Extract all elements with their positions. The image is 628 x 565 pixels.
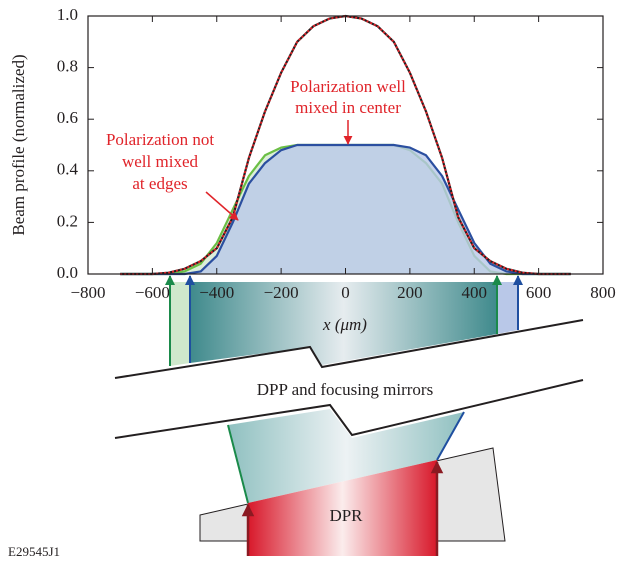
green-beam-edge: [170, 282, 190, 366]
x-tick-label: 600: [526, 283, 552, 302]
y-tick-label: 0.0: [57, 263, 78, 282]
diagram: DPP and focusing mirrors DPR E29545J1: [8, 276, 583, 559]
x-tick-label: −800: [70, 283, 105, 302]
x-tick-label: 0: [341, 283, 350, 302]
page: DPP and focusing mirrors DPR E29545J1 x …: [0, 0, 628, 565]
x-tick-label: 400: [462, 283, 488, 302]
plate-label: DPR: [329, 506, 363, 525]
annotation: Polarization well: [290, 77, 406, 96]
y-tick-label: 0.8: [57, 57, 78, 76]
annotation-arrow: [206, 192, 238, 220]
figure: DPP and focusing mirrors DPR E29545J1 x …: [0, 0, 628, 565]
x-tick-label: −400: [199, 283, 234, 302]
y-tick-label: 0.6: [57, 108, 78, 127]
x-tick-label: −600: [135, 283, 170, 302]
y-tick-label: 1.0: [57, 5, 78, 24]
y-axis-title: Beam profile (normalized): [9, 54, 28, 235]
figure-id: E29545J1: [8, 544, 60, 559]
annotation: Polarization not: [106, 130, 214, 149]
x-tick-label: −200: [264, 283, 299, 302]
y-tick-label: 0.2: [57, 211, 78, 230]
blue-beam-edge: [497, 282, 518, 334]
annotation: mixed in center: [295, 98, 401, 117]
x-axis-title: x (μm): [322, 315, 367, 334]
x-tick-label: 800: [590, 283, 616, 302]
annotation: well mixed: [122, 152, 199, 171]
annotation: at edges: [132, 174, 187, 193]
y-tick-label: 0.4: [57, 160, 79, 179]
mirror-label: DPP and focusing mirrors: [257, 380, 433, 399]
x-tick-label: 200: [397, 283, 423, 302]
